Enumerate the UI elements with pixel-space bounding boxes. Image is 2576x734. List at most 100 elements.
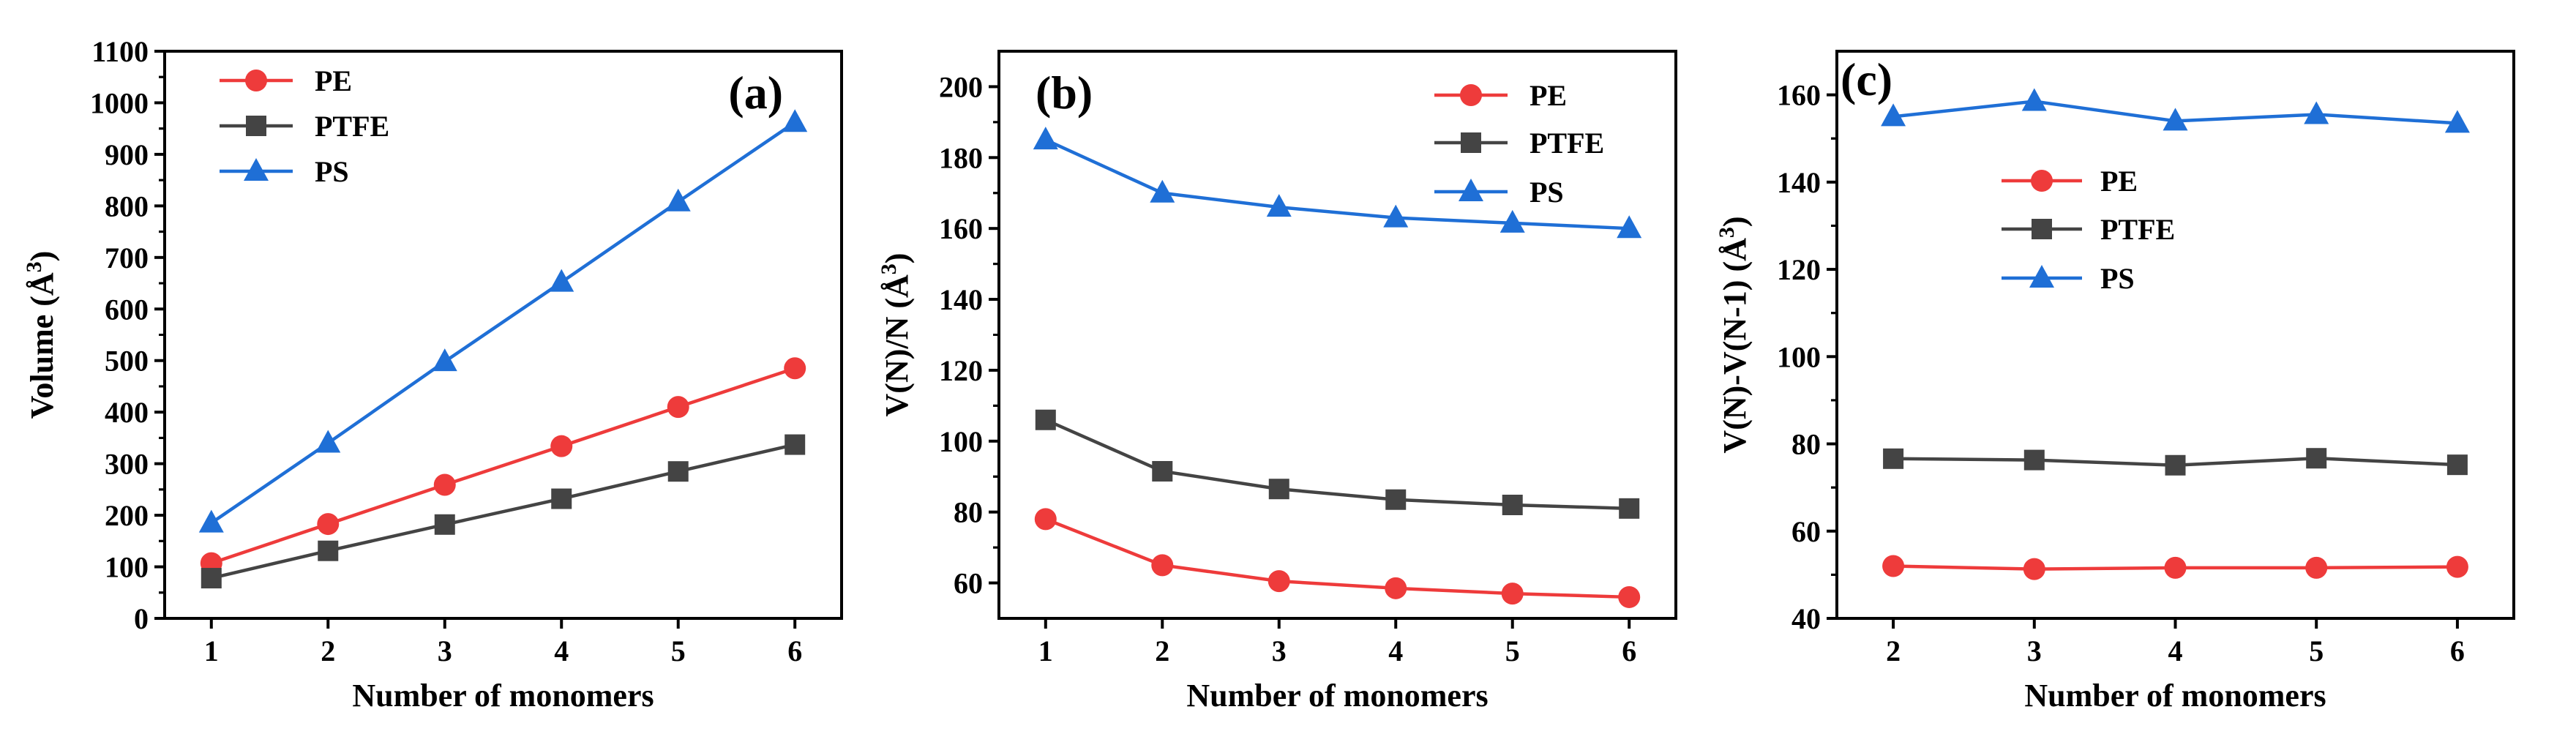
data-point [318, 540, 339, 561]
plot-frame [1835, 50, 2515, 620]
legend-label: PE [315, 64, 352, 97]
data-point [432, 348, 457, 372]
legend-marker [245, 70, 267, 91]
x-tick-label: 1 [204, 634, 219, 667]
legend-label: PS [1530, 176, 1564, 209]
y-tick-label: 500 [105, 345, 149, 378]
y-tick-label: 800 [105, 190, 149, 222]
x-tick-label: 3 [438, 634, 452, 667]
y-tick-label: 160 [939, 212, 983, 245]
y-axis-title-superscript: 3 [877, 263, 901, 274]
x-tick-label: 2 [1155, 634, 1169, 667]
x-axis-title: Number of monomers [2024, 678, 2326, 714]
x-tick-label: 6 [787, 634, 802, 667]
data-point [550, 435, 573, 457]
y-axis-title-text: V(N)-V(N-1) (Å [1717, 238, 1753, 454]
legend-item-ps: PS [2002, 262, 2135, 295]
y-tick-label: 400 [105, 396, 149, 429]
panel-label: (b) [1036, 67, 1093, 119]
legend-item-pe: PE [1434, 79, 1567, 112]
series-pe [1034, 508, 1641, 608]
y-axis-title-end: ) [24, 251, 60, 262]
y-axis-title-end: ) [879, 253, 915, 264]
data-point [1502, 495, 1523, 515]
data-point [2023, 558, 2045, 580]
y-tick-label: 200 [105, 499, 149, 532]
legend-item-ps: PS [1434, 176, 1564, 209]
legend-label: PS [315, 155, 349, 188]
y-tick-label: 100 [939, 425, 983, 458]
series-ps [1881, 88, 2470, 133]
x-tick-label: 6 [1622, 634, 1636, 667]
data-point [1501, 583, 1524, 605]
legend-label: PTFE [1530, 127, 1604, 160]
y-tick-label: 0 [134, 602, 149, 635]
data-point [1034, 508, 1057, 531]
data-point [2165, 454, 2186, 476]
legend-label: PS [2100, 262, 2135, 295]
panel-1: 1 2 3 4 5 6 0 100 200 300 400 500 600 700 800 900 1000 11… [22, 35, 843, 714]
legend-marker [244, 158, 269, 181]
legend-label: PE [2100, 165, 2138, 198]
legend-item-pe: PE [220, 64, 352, 97]
x-tick-label: 5 [671, 634, 686, 667]
data-point [1499, 209, 1525, 233]
y-tick-label: 1100 [91, 35, 149, 68]
x-tick-label: 3 [2027, 634, 2042, 667]
series-pe [200, 357, 806, 574]
y-axis-title-end: ) [1717, 216, 1753, 227]
data-point [2446, 454, 2468, 476]
y-tick-label: 1000 [90, 86, 149, 119]
series-ptfe [1883, 448, 2468, 476]
y-tick-label: 300 [105, 448, 149, 481]
data-point [2304, 101, 2329, 124]
y-tick-label: 140 [1777, 166, 1821, 199]
x-tick-label: 4 [554, 634, 569, 667]
y-tick-label: 600 [105, 293, 149, 326]
data-point [1383, 204, 1409, 228]
series-ptfe [1035, 409, 1640, 519]
data-point [2446, 555, 2468, 578]
data-point [1617, 215, 1642, 239]
legend-marker [2031, 170, 2053, 192]
y-axis-title: V(N)/N (Å3) [877, 253, 915, 417]
panel-3: 2 3 4 5 6 40 60 80 100 120 140 160 Number of monomer… [1715, 50, 2515, 714]
y-axis-title: V(N)-V(N-1) (Å3) [1715, 216, 1753, 453]
y-tick-label: 80 [1791, 428, 1821, 461]
legend-label: PTFE [2100, 213, 2175, 246]
data-point [434, 514, 455, 535]
series-ptfe [201, 434, 806, 589]
legend-marker [2032, 219, 2052, 239]
y-tick-label: 60 [1791, 515, 1821, 548]
series-line [210, 121, 796, 525]
series-line [211, 443, 795, 580]
y-tick-label: 80 [954, 496, 983, 529]
data-point [198, 509, 224, 533]
y-tick-label: 160 [1777, 79, 1821, 112]
data-point [1152, 460, 1173, 482]
data-point [667, 461, 689, 482]
data-point [1266, 194, 1292, 217]
data-point [1385, 577, 1407, 599]
x-tick-label: 4 [2168, 634, 2183, 667]
data-point [317, 513, 340, 536]
legend-label: PTFE [315, 110, 389, 143]
y-tick-label: 60 [954, 567, 983, 600]
y-tick-label: 100 [1777, 340, 1821, 373]
y-tick-label: 120 [1777, 253, 1821, 286]
y-axis-title: Volume (Å3) [22, 251, 60, 419]
legend-item-ptfe: PTFE [220, 110, 389, 143]
data-point [782, 109, 808, 132]
x-tick-label: 6 [2450, 634, 2465, 667]
data-point [1268, 570, 1290, 593]
y-tick-label: 100 [105, 551, 149, 584]
x-tick-label: 1 [1038, 634, 1053, 667]
series-pe [1882, 555, 2468, 580]
x-tick-label: 3 [1272, 634, 1287, 667]
data-point [2163, 108, 2188, 131]
data-point [2305, 556, 2328, 579]
y-axis-title-text: V(N)/N (Å [879, 274, 915, 417]
data-point [433, 473, 456, 496]
x-axis-title: Number of monomers [1186, 678, 1488, 714]
